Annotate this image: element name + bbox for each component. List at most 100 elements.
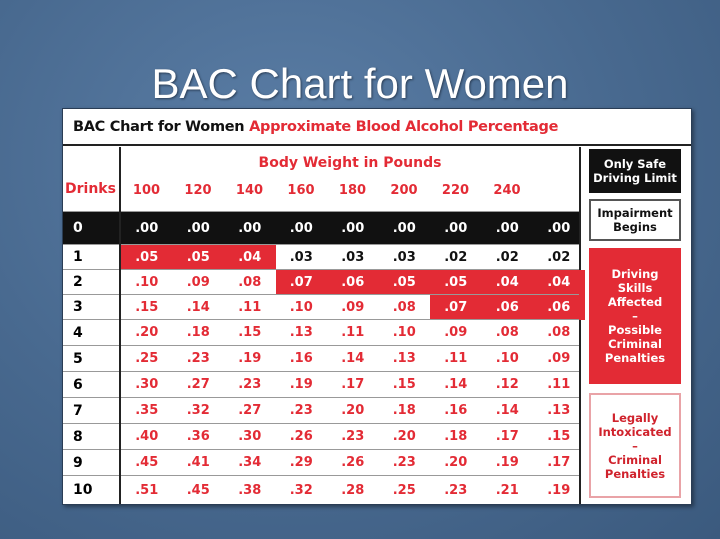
bac-cell: .18 [186,325,210,340]
drinks-count: 5 [73,351,83,367]
bac-cell: .20 [392,429,416,444]
bac-cell: .04 [533,270,585,295]
legend-line: – [632,438,638,453]
bac-cell: .11 [238,300,262,315]
drinks-count: 6 [73,377,83,393]
column-divider [119,147,121,504]
bac-cell: .09 [444,325,468,340]
bac-cell: .05 [172,245,224,270]
bac-cell: .23 [341,429,365,444]
table-row: 6 .30 .27 .23 .19 .17 .15 .14 .12 .11 [63,371,579,398]
drinks-count: 10 [73,482,93,498]
bac-cell: .23 [186,351,210,366]
bac-cell: .16 [289,351,313,366]
bac-cell: .00 [444,221,468,236]
drinks-count: 7 [73,403,83,419]
bac-cell: .20 [444,455,468,470]
bac-cell: .32 [289,483,313,498]
bac-cell: .10 [289,300,313,315]
drinks-count: 4 [73,325,83,341]
legend-line: Driving [611,267,659,281]
table-row: 1.05.05.04.03.03.03.02.02.02 [63,244,579,270]
drinks-count: 1 [73,249,83,265]
bac-cell: .30 [238,429,262,444]
bac-cell: .34 [238,455,262,470]
bac-cell: .32 [186,403,210,418]
bac-cell: .09 [186,275,210,290]
weight-label: Body Weight in Pounds [258,155,442,171]
bac-cell: .04 [481,270,533,295]
bac-cell: .00 [392,221,416,236]
bac-cell: .19 [495,455,519,470]
bac-cell: .23 [289,403,313,418]
bac-cell: .40 [135,429,159,444]
bac-cell: .14 [495,403,519,418]
bac-cell: .08 [495,325,519,340]
drinks-count: 2 [73,274,83,290]
drinks-count: 9 [73,455,83,471]
bac-cell: .26 [289,429,313,444]
bac-cell: .15 [547,429,571,444]
legend-line: Possible [608,323,662,337]
weight-header: 180 [338,183,367,198]
bac-cell: .21 [495,483,519,498]
bac-cell: .23 [392,455,416,470]
bac-table: Body Weight in Pounds Drinks 0 .00 .00 .00.… [63,147,585,504]
legend-legally-intoxicated: Legally Intoxicated – Criminal Penalties [589,393,681,498]
legend-line: Intoxicated [598,424,672,439]
drinks-label: Drinks [65,181,116,197]
bac-cell: .36 [186,429,210,444]
bac-cell: .10 [135,275,159,290]
bac-cell: .02 [495,250,519,265]
bac-cell: .51 [135,483,159,498]
bac-cell: .05 [378,270,430,295]
legend-skills-affected: Driving Skills Affected – Possible Crimi… [589,248,681,384]
bac-cell: .19 [238,351,262,366]
legend-line: Penalties [604,351,666,365]
bac-cell: .13 [289,325,313,340]
legend-line: Skills [617,281,653,295]
bac-cell: .28 [341,483,365,498]
bac-cell: .10 [495,351,519,366]
bac-cell: .00 [238,221,262,236]
table-row: 4 .20 .18 .15 .13 .11 .10 .09 .08 .08 [63,319,579,346]
table-row: 5 .25 .23 .19 .16 .14 .13 .11 .10 .09 [63,345,579,372]
bac-cell: .08 [238,275,262,290]
bac-cell: .30 [135,377,159,392]
drinks-count: 8 [73,429,83,445]
legend-line: – [632,309,638,323]
bac-cell: .05 [430,270,482,295]
bac-cell: .45 [135,455,159,470]
bac-cell: .03 [341,250,365,265]
bac-cell: .27 [186,377,210,392]
bac-cell: .07 [275,270,327,295]
bac-cell: .26 [341,455,365,470]
bac-cell: .05 [121,245,173,270]
table-row: 9 .45 .41 .34 .29 .26 .23 .20 .19 .17 [63,449,579,476]
bac-cell: .00 [547,221,571,236]
bac-cell: .15 [392,377,416,392]
legend-line: Criminal [608,337,662,351]
bac-cell: .03 [289,250,313,265]
slide-title: BAC Chart for Women [151,60,569,107]
bac-cell: .45 [186,483,210,498]
bac-cell: .06 [533,295,585,320]
table-row: 0 .00 .00 .00 .00 .00 .00 .00 .00 .00 [63,211,579,245]
chart-title: BAC Chart for Women [73,119,245,135]
bac-cell: .20 [341,403,365,418]
legend-impairment: Impairment Begins [589,199,681,241]
bac-cell: .19 [547,483,571,498]
bac-cell: .16 [444,403,468,418]
bac-cell: .27 [238,403,262,418]
bac-cell: .17 [495,429,519,444]
bac-cell: .08 [547,325,571,340]
legend-line: Legally [611,410,659,425]
bac-cell: .02 [547,250,571,265]
chart-subtitle: Approximate Blood Alcohol Percentage [249,119,559,135]
bac-cell: .11 [444,351,468,366]
table-row: 8 .40 .36 .30 .26 .23 .20 .18 .17 .15 [63,423,579,450]
bac-cell: .02 [444,250,468,265]
weight-header: 120 [184,183,212,198]
legend-line: Affected [607,295,663,309]
weight-header: 220 [441,183,470,198]
